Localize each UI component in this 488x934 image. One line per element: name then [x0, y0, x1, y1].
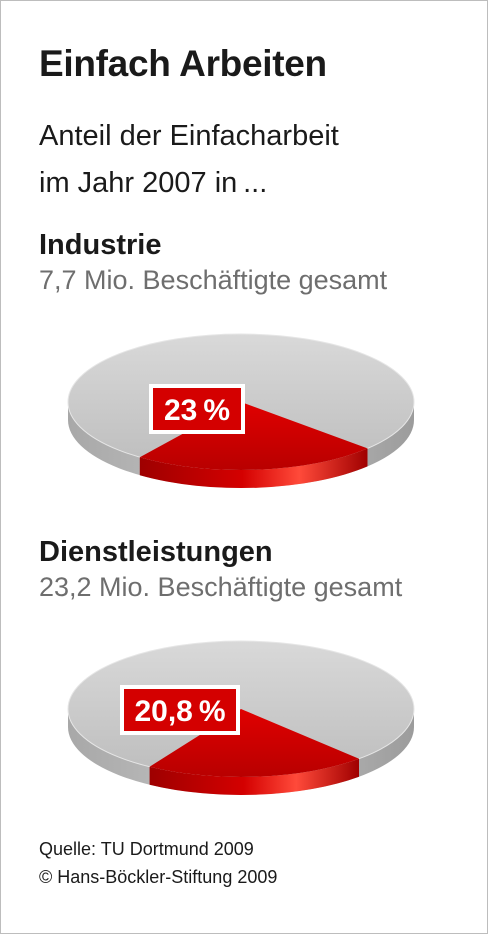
page-title: Einfach Arbeiten	[39, 43, 327, 84]
svg-text:23 %: 23 %	[164, 394, 230, 427]
dienstleistungen-pie-chart: 20,8 %	[67, 640, 415, 795]
dienstleistungen-title: Dienstleistungen	[39, 536, 273, 568]
slice-value-label: 20,8 %	[120, 685, 240, 735]
dienstleistungen-subtitle: 23,2 Mio. Beschäftigte gesamt	[39, 572, 403, 602]
slice-side	[149, 758, 359, 795]
slice-side	[139, 448, 368, 489]
subtitle-line-1: Anteil der Einfacharbeit	[39, 120, 339, 152]
page-subtitle: Anteil der Einfacharbeit im Jahr 2007 in…	[39, 113, 339, 207]
subtitle-line-2: im Jahr 2007 in ...	[39, 167, 268, 199]
industrie-title: Industrie	[39, 229, 162, 261]
slice-value-label: 23 %	[149, 384, 245, 434]
slice-einfacharbeit	[139, 402, 368, 471]
industrie-pie-chart: 23 %	[67, 333, 415, 489]
source-note: Quelle: TU Dortmund 2009	[39, 839, 254, 859]
industrie-subtitle: 7,7 Mio. Beschäftigte gesamt	[39, 265, 388, 295]
svg-text:20,8 %: 20,8 %	[134, 695, 225, 728]
copyright-note: © Hans-Böckler-Stiftung 2009	[39, 867, 278, 887]
slice-einfacharbeit	[149, 709, 359, 777]
